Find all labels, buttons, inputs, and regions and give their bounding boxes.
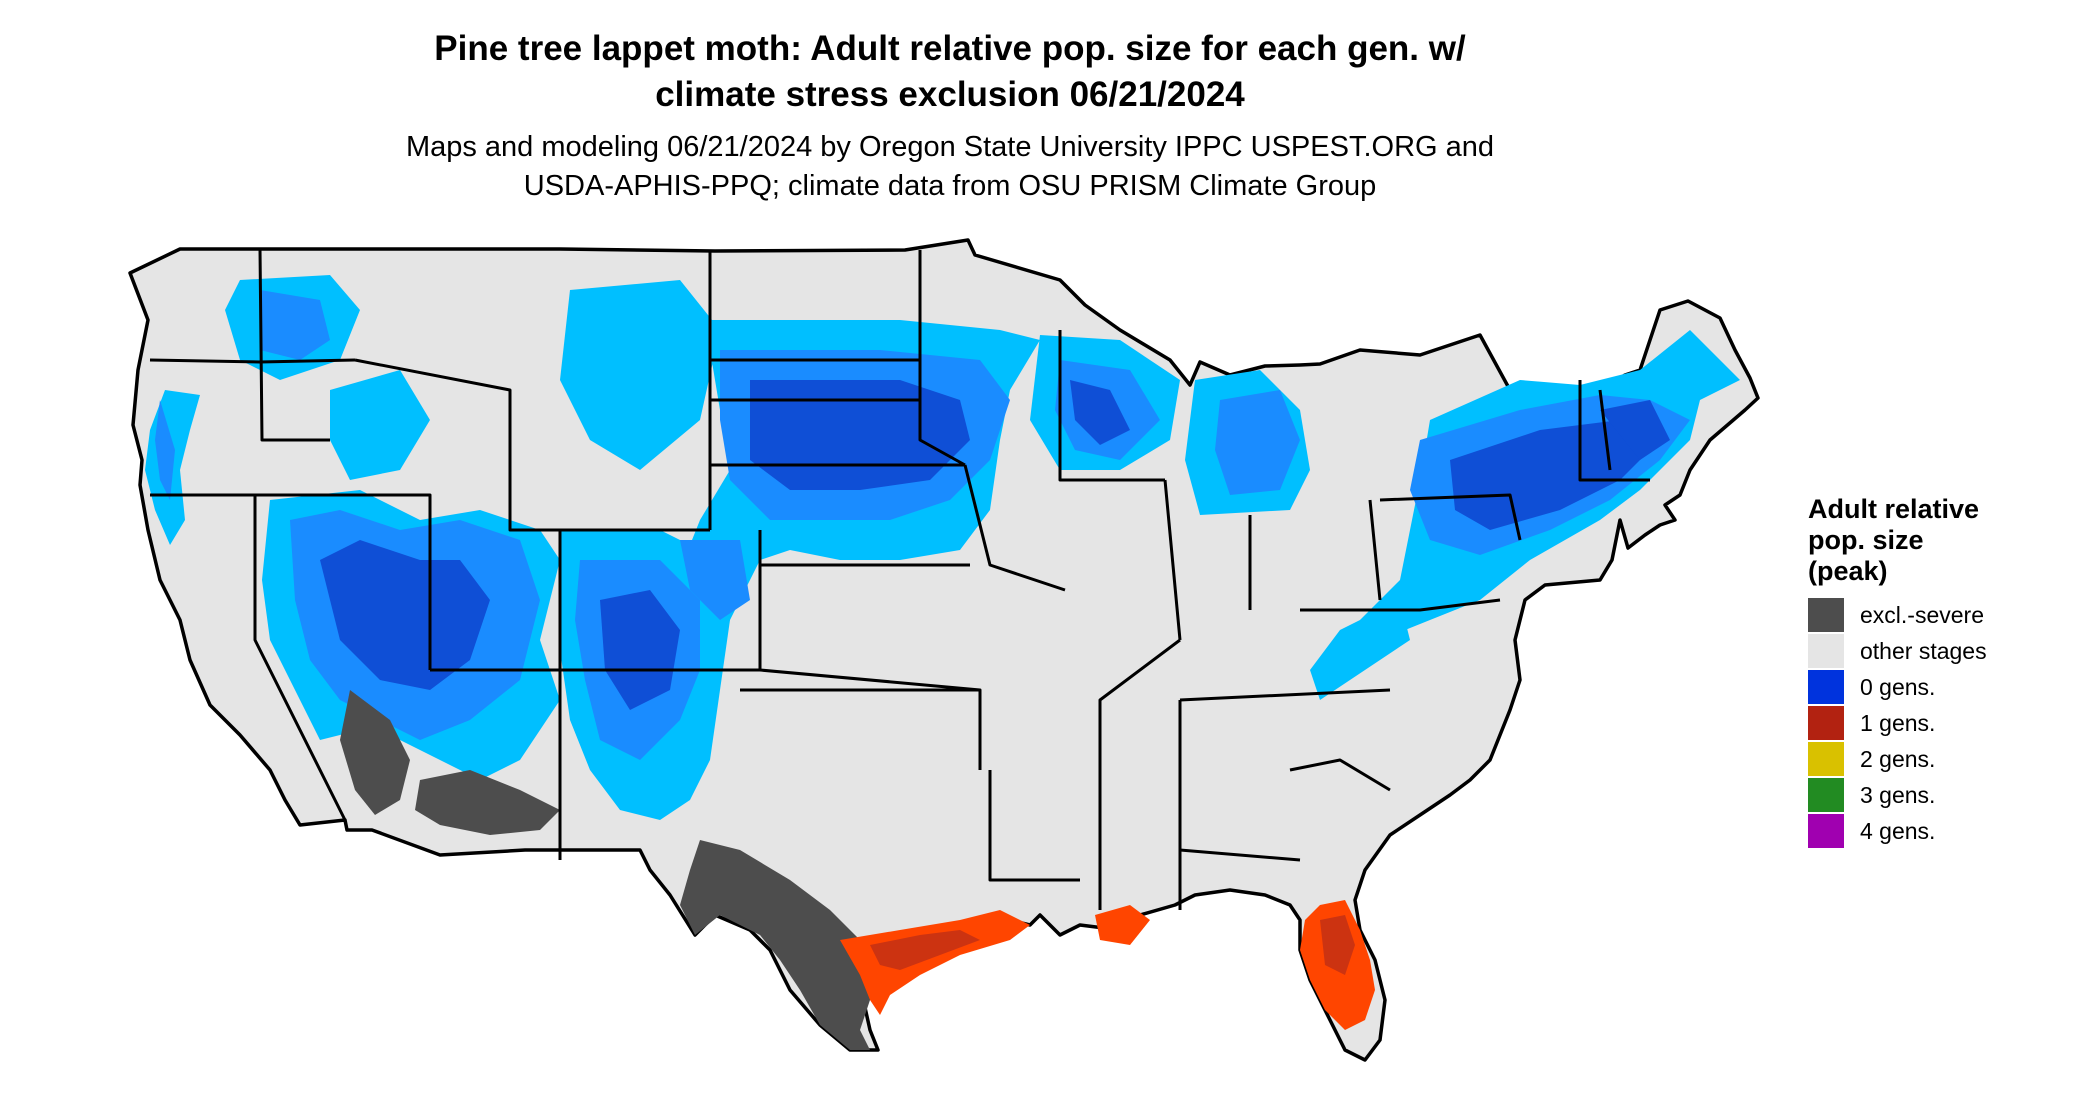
legend-swatch xyxy=(1808,706,1844,740)
map-title: Pine tree lappet moth: Adult relative po… xyxy=(0,26,1900,118)
legend-swatch xyxy=(1808,778,1844,812)
legend-swatch xyxy=(1808,598,1844,632)
legend-title-line-3: (peak) xyxy=(1808,556,1888,586)
legend-label: 0 gens. xyxy=(1860,673,1936,700)
legend-title-line-1: Adult relative xyxy=(1808,494,1980,524)
title-line-1: Pine tree lappet moth: Adult relative po… xyxy=(434,29,1466,68)
legend-item-2-gens: 2 gens. xyxy=(1808,741,2088,777)
zone-excl-severe xyxy=(340,690,880,1050)
legend-item-excl-severe: excl.-severe xyxy=(1808,597,2088,633)
us-map xyxy=(128,238,1760,1062)
zone-one-gen-dark xyxy=(870,915,1355,975)
legend-item-3-gens: 3 gens. xyxy=(1808,777,2088,813)
legend-item-0-gens: 0 gens. xyxy=(1808,669,2088,705)
legend-label: 4 gens. xyxy=(1860,817,1936,844)
legend-item-1-gens: 1 gens. xyxy=(1808,705,2088,741)
legend: Adult relative pop. size (peak) excl.-se… xyxy=(1808,494,2088,849)
legend-label: excl.-severe xyxy=(1860,601,1984,628)
title-line-2: climate stress exclusion 06/21/2024 xyxy=(655,75,1245,114)
legend-label: 3 gens. xyxy=(1860,781,1936,808)
legend-title: Adult relative pop. size (peak) xyxy=(1808,494,2088,587)
legend-swatch xyxy=(1808,670,1844,704)
legend-swatch xyxy=(1808,814,1844,848)
map-subtitle: Maps and modeling 06/21/2024 by Oregon S… xyxy=(0,128,1900,206)
state-borders xyxy=(149,248,1650,910)
legend-title-line-2: pop. size xyxy=(1808,525,1924,555)
legend-swatch xyxy=(1808,742,1844,776)
legend-label: other stages xyxy=(1860,637,1987,664)
legend-item-4-gens: 4 gens. xyxy=(1808,813,2088,849)
subtitle-line-1: Maps and modeling 06/21/2024 by Oregon S… xyxy=(405,131,1495,163)
legend-label: 2 gens. xyxy=(1860,745,1936,772)
subtitle-line-2: USDA-APHIS-PPQ; climate data from OSU PR… xyxy=(523,170,1377,202)
legend-swatch xyxy=(1808,634,1844,668)
legend-item-other-stages: other stages xyxy=(1808,633,2088,669)
legend-label: 1 gens. xyxy=(1860,709,1936,736)
